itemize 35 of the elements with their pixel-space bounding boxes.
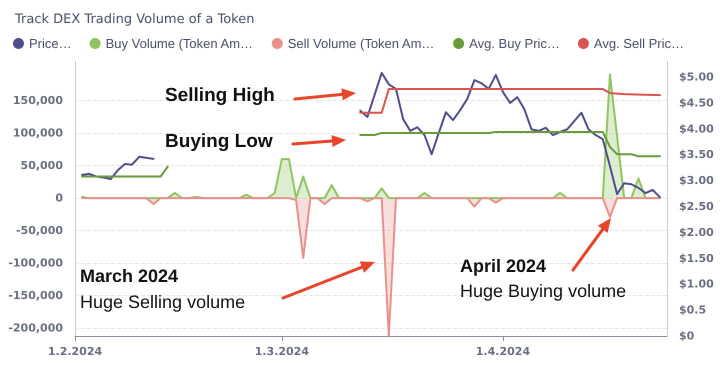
y2-tick-label: $4.50	[679, 96, 714, 110]
legend-label: Avg. Buy Pric…	[469, 36, 560, 51]
y2-tick-label: $1.50	[679, 252, 714, 265]
y-tick-label: -50,000	[16, 224, 64, 238]
y2-tick-label: $2.00	[679, 226, 714, 239]
legend-label: Avg. Sell Pric…	[594, 36, 684, 51]
annotation: April 2024	[460, 256, 546, 276]
legend-label: Sell Volume (Token Am…	[288, 36, 434, 51]
annotation: Huge Selling volume	[80, 292, 246, 312]
x-tick-label: 1.3.2024	[254, 345, 310, 358]
annotation: Selling High	[165, 85, 275, 106]
annotation: Buying Low	[165, 131, 273, 152]
legend-label: Price…	[29, 36, 72, 51]
y-tick-label: -150,000	[8, 289, 64, 302]
y-tick-label: 0	[55, 192, 64, 205]
y2-tick-label: $5.00	[679, 70, 714, 84]
y2-tick-label: $1.00	[679, 278, 714, 291]
x-tick-label: 1.2.2024	[48, 345, 102, 358]
annotation: Huge Buying volume	[460, 281, 626, 301]
legend-label: Buy Volume (Token Am…	[106, 36, 254, 51]
y-tick-label: 100,000	[12, 126, 64, 140]
annotation: March 2024	[80, 266, 178, 286]
y2-tick-label: $0	[679, 330, 695, 342]
y2-tick-label: $4.00	[679, 122, 714, 136]
y2-tick-label: $3.00	[679, 174, 714, 188]
line-series	[359, 88, 661, 114]
y2-tick-label: $3.50	[679, 148, 714, 162]
y2-tick-label: $2.50	[679, 200, 714, 214]
y-tick-label: -100,000	[8, 256, 64, 270]
chart-title: Track DEX Trading Volume of a Token	[14, 12, 254, 27]
y-tick-label: 50,000	[20, 159, 64, 172]
y-tick-label: -200,000	[8, 322, 64, 335]
x-tick-label: 1.4.2024	[476, 345, 530, 358]
y-tick-label: 150,000	[12, 94, 64, 108]
y2-tick-label: $0.5	[679, 304, 706, 317]
